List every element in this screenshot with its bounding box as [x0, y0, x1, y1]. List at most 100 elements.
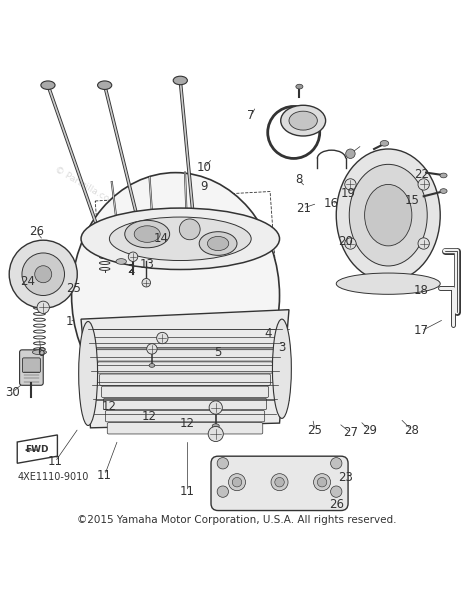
- Text: 24: 24: [20, 275, 36, 288]
- Text: 22: 22: [414, 168, 429, 181]
- Ellipse shape: [81, 208, 280, 269]
- Ellipse shape: [149, 363, 155, 368]
- Text: 27: 27: [343, 426, 358, 439]
- Text: 17: 17: [414, 324, 429, 337]
- Text: 23: 23: [338, 471, 353, 484]
- Text: 21: 21: [296, 202, 310, 215]
- Circle shape: [418, 238, 429, 249]
- Circle shape: [345, 238, 356, 249]
- Text: 10: 10: [197, 161, 211, 174]
- Ellipse shape: [349, 164, 427, 266]
- Circle shape: [345, 178, 356, 190]
- Ellipse shape: [380, 141, 389, 146]
- Ellipse shape: [116, 259, 127, 264]
- Ellipse shape: [125, 220, 170, 248]
- FancyBboxPatch shape: [103, 398, 266, 410]
- Polygon shape: [17, 435, 57, 463]
- Text: 9: 9: [200, 180, 208, 193]
- Circle shape: [330, 486, 342, 497]
- FancyBboxPatch shape: [19, 350, 43, 385]
- Circle shape: [330, 457, 342, 469]
- Text: 2: 2: [127, 263, 135, 276]
- Circle shape: [142, 278, 151, 287]
- FancyBboxPatch shape: [96, 350, 274, 361]
- Text: 19: 19: [340, 187, 356, 200]
- Text: 26: 26: [28, 225, 44, 238]
- Circle shape: [346, 149, 355, 158]
- Polygon shape: [81, 310, 289, 428]
- Text: 11: 11: [47, 455, 63, 468]
- Text: ©2015 Yamaha Motor Corporation, U.S.A. All rights reserved.: ©2015 Yamaha Motor Corporation, U.S.A. A…: [77, 515, 397, 525]
- Ellipse shape: [289, 111, 318, 130]
- Ellipse shape: [98, 81, 112, 89]
- Circle shape: [209, 401, 222, 414]
- Text: 11: 11: [180, 485, 195, 498]
- Circle shape: [179, 219, 200, 240]
- Text: 28: 28: [404, 424, 419, 437]
- Text: 4XE1110-9010: 4XE1110-9010: [17, 472, 89, 482]
- Circle shape: [156, 332, 168, 344]
- Circle shape: [318, 478, 327, 487]
- Ellipse shape: [296, 85, 303, 89]
- Text: 7: 7: [247, 109, 255, 122]
- Text: 20: 20: [338, 235, 353, 248]
- Text: 18: 18: [414, 284, 429, 297]
- FancyBboxPatch shape: [107, 423, 263, 434]
- Ellipse shape: [41, 81, 55, 89]
- Circle shape: [271, 473, 288, 491]
- Circle shape: [208, 427, 223, 441]
- Ellipse shape: [79, 322, 98, 426]
- Circle shape: [9, 240, 77, 309]
- Text: 4: 4: [264, 327, 272, 340]
- Ellipse shape: [440, 173, 447, 178]
- Ellipse shape: [273, 319, 292, 418]
- Ellipse shape: [336, 149, 440, 281]
- Text: 13: 13: [140, 258, 155, 271]
- Circle shape: [37, 301, 49, 313]
- Text: 25: 25: [66, 282, 82, 295]
- Circle shape: [232, 478, 242, 487]
- FancyBboxPatch shape: [22, 358, 40, 372]
- Ellipse shape: [199, 232, 237, 255]
- Text: © Partzilla.com: © Partzilla.com: [204, 322, 270, 364]
- FancyBboxPatch shape: [100, 374, 271, 385]
- Ellipse shape: [173, 76, 187, 85]
- Ellipse shape: [72, 173, 280, 418]
- Circle shape: [128, 252, 138, 261]
- Ellipse shape: [109, 217, 251, 261]
- Ellipse shape: [212, 424, 219, 428]
- Text: 25: 25: [308, 424, 322, 437]
- Text: © Partzilla.com: © Partzilla.com: [53, 165, 118, 208]
- Text: FWD: FWD: [25, 444, 49, 454]
- Text: 15: 15: [404, 194, 419, 207]
- Ellipse shape: [134, 226, 160, 242]
- Text: 3: 3: [278, 341, 286, 354]
- Text: 16: 16: [324, 197, 339, 210]
- Circle shape: [22, 253, 64, 296]
- FancyBboxPatch shape: [211, 456, 348, 511]
- Text: 29: 29: [362, 424, 377, 437]
- Text: 11: 11: [97, 469, 112, 482]
- Ellipse shape: [149, 249, 159, 255]
- Circle shape: [217, 486, 228, 497]
- Text: 14: 14: [154, 232, 169, 245]
- Ellipse shape: [32, 303, 46, 307]
- Text: 12: 12: [102, 400, 117, 413]
- Ellipse shape: [365, 184, 412, 246]
- Text: 5: 5: [214, 346, 222, 359]
- Ellipse shape: [182, 240, 192, 245]
- Circle shape: [35, 266, 52, 282]
- FancyBboxPatch shape: [105, 411, 264, 422]
- Text: 26: 26: [329, 498, 344, 511]
- Circle shape: [217, 457, 228, 469]
- Circle shape: [418, 178, 429, 190]
- Ellipse shape: [208, 236, 229, 251]
- Text: 2: 2: [127, 263, 135, 276]
- Circle shape: [147, 344, 157, 354]
- Text: 30: 30: [5, 386, 20, 399]
- Text: 12: 12: [180, 417, 195, 430]
- Circle shape: [314, 473, 330, 491]
- Text: 8: 8: [295, 173, 302, 186]
- Text: 6: 6: [37, 346, 45, 359]
- Text: 1: 1: [65, 315, 73, 328]
